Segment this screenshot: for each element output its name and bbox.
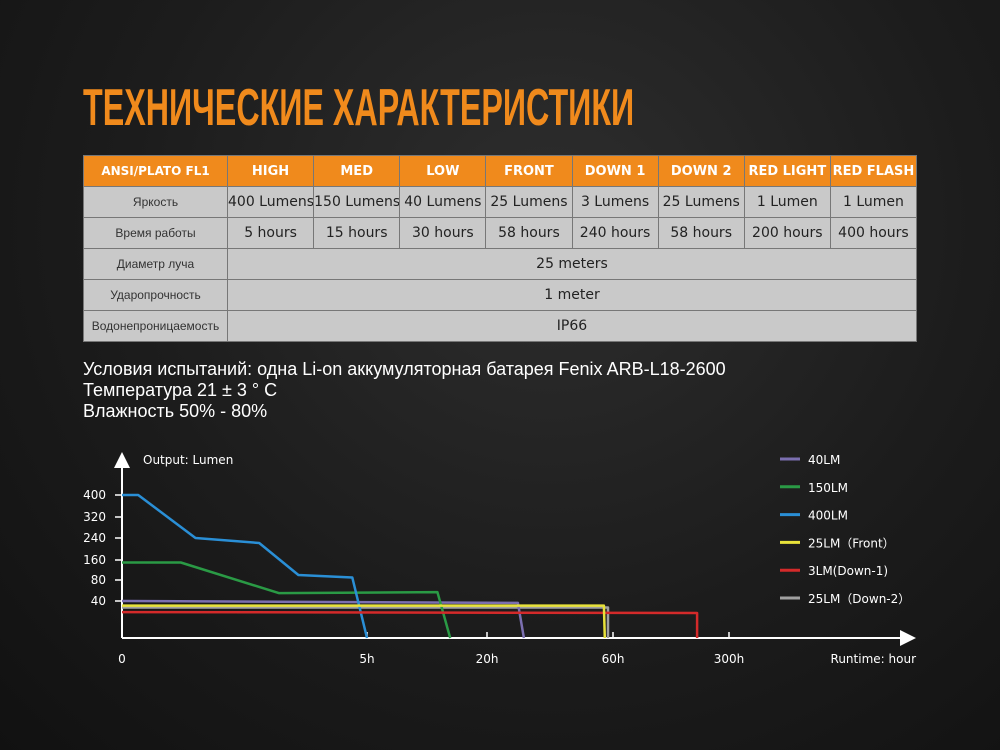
condition-battery: Условия испытаний: одна Li-on аккумулято… [83,359,726,379]
legend-label: 25LM（Front） [808,536,895,550]
table-row: Водонепроницаемость IP66 [83,310,917,342]
series-line [122,561,452,639]
column-header: LOW [399,155,487,187]
table-cell: 400 Lumens [226,186,315,218]
legend-label: 400LM [808,509,848,523]
table-cell: 1 Lumen [743,186,831,218]
spec-table: ANSI/PLATO FL1 HIGH MED LOW FRONT DOWN 1 DOWN … [83,155,918,342]
x-tick-label: 20h [476,652,499,666]
row-label: Яркость [83,186,228,218]
y-tick-label: 240 [83,531,106,545]
table-cell: IP66 [227,310,917,342]
column-header: DOWN 2 [657,155,745,187]
table-header-row: ANSI/PLATO FL1 HIGH MED LOW FRONT DOWN 1 DOWN … [83,155,918,187]
column-header: DOWN 1 [571,155,659,187]
legend-label: 25LM（Down-2） [808,592,910,606]
y-tick-label: 160 [83,553,106,567]
table-cell: 25 Lumens [657,186,745,218]
condition-humidity: Влажность 50% - 80% [83,401,268,421]
table-row: Яркость 400 Lumens 150 Lumens 40 Lumens 25 L… [83,186,918,218]
table-cell: 15 hours [313,217,401,249]
row-label: Водонепроницаемость [83,310,228,342]
table-cell: 40 Lumens [399,186,487,218]
table-cell: 25 meters [227,248,917,280]
x-axis-title: Runtime: hour [831,652,917,666]
series-line [121,599,526,639]
legend-label: 3LM(Down-1) [808,564,888,578]
y-tick-label: 80 [91,573,106,587]
column-header: FRONT [485,155,573,187]
table-cell: 150 Lumens [313,186,401,218]
column-header: ANSI/PLATO FL1 [83,155,228,187]
series-line [122,493,369,639]
row-label: Ударопрочность [83,279,228,311]
table-cell: 1 Lumen [829,186,918,218]
x-tick-label: 0 [118,652,126,666]
table-cell: 200 hours [743,217,831,249]
column-header: RED LIGHT [743,155,831,187]
x-axis-arrow-icon [900,630,916,646]
table-row: Ударопрочность 1 meter [83,279,917,311]
y-axis-title: Output: Lumen [143,453,233,467]
table-cell: 58 hours [657,217,745,249]
series-line [122,604,607,639]
table-row: Диаметр луча 25 meters [83,248,917,280]
table-cell: 400 hours [829,217,918,249]
y-tick-label: 400 [83,488,106,502]
x-tick-label: 5h [359,652,374,666]
column-header: RED FLASH [829,155,918,187]
y-tick-label: 320 [83,510,106,524]
y-tick-label: 40 [91,594,106,608]
legend-label: 150LM [808,481,848,495]
legend-label: 40LM [808,453,840,467]
test-conditions: Условия испытаний: одна Li-on аккумулято… [83,359,726,422]
series-line [122,606,610,638]
page-title: ТЕХНИЧЕСКИЕ ХАРАКТЕРИСТИКИ [83,79,635,137]
column-header: HIGH [226,155,315,187]
condition-temperature: Температура 21 ± 3 ° C [83,380,278,400]
x-tick-label: 300h [714,652,745,666]
x-tick-label: 60h [602,652,625,666]
y-axis-arrow-icon [114,452,130,468]
row-label: Время работы [83,217,228,249]
series-line [121,610,699,638]
